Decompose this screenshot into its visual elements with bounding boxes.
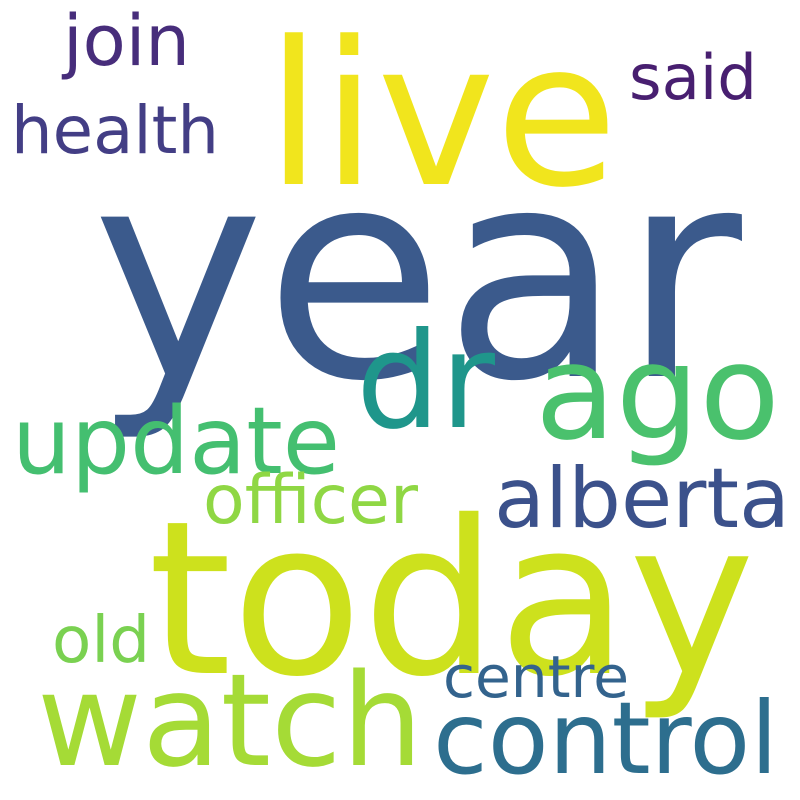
- word-join: join: [63, 0, 190, 82]
- word-alberta: alberta: [494, 450, 790, 547]
- word-watch: watch: [37, 646, 423, 796]
- word-ago: ago: [535, 317, 780, 470]
- word-old: old: [52, 603, 150, 678]
- word-dr: dr: [356, 304, 495, 459]
- word-centre: centre: [442, 643, 630, 711]
- word-today: today: [148, 475, 755, 724]
- word-said: said: [629, 41, 757, 114]
- word-live: live: [266, 0, 618, 232]
- word-officer: officer: [203, 460, 418, 540]
- word-control: control: [433, 681, 778, 797]
- word-year: year: [92, 105, 742, 445]
- word-health: health: [11, 92, 219, 169]
- word-update: update: [11, 387, 340, 495]
